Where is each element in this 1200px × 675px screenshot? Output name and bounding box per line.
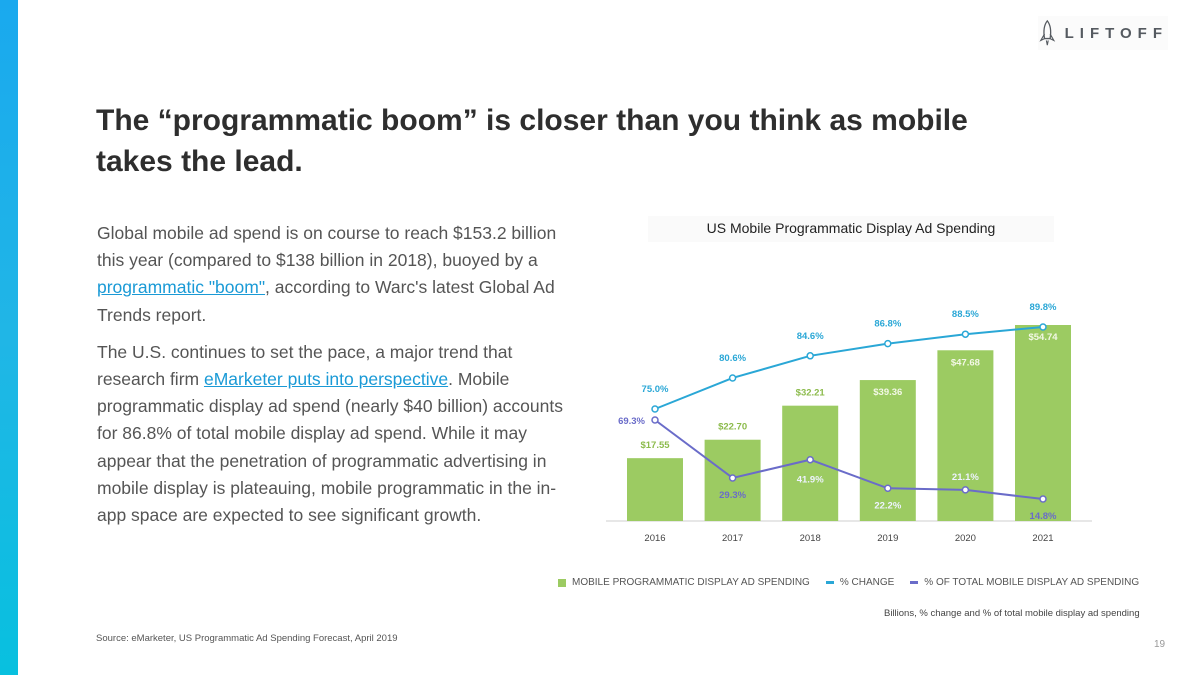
- share-line: [654, 419, 1044, 500]
- legend-swatch-share: [910, 581, 919, 584]
- share-label-2021: 14.8%: [1030, 511, 1057, 522]
- x-tick-2017: 2017: [722, 533, 743, 544]
- x-tick-2016: 2016: [644, 533, 665, 544]
- bar-label-2017: $22.70: [718, 422, 747, 433]
- page-number: 19: [1154, 639, 1166, 650]
- legend-label-share: % OF TOTAL MOBILE DISPLAY AD SPENDING: [924, 577, 1140, 588]
- paragraph-2: The U.S. continues to set the pace, a ma…: [97, 339, 572, 529]
- body-text: Global mobile ad spend is on course to r…: [97, 220, 572, 539]
- legend-item-change: % CHANGE: [825, 577, 895, 588]
- change-label-2020: 88.5%: [952, 309, 979, 320]
- share-point-2020: [961, 486, 970, 494]
- share-label-2016: 69.3%: [618, 416, 645, 427]
- share-label-2019: 22.2%: [874, 500, 901, 511]
- bar-2019: [859, 380, 916, 521]
- bar-label-2020: $47.68: [951, 357, 980, 368]
- bar-2020: [937, 350, 994, 521]
- bar-label-2016: $17.55: [640, 440, 670, 451]
- change-point-2018: [806, 352, 814, 360]
- emarketer-link[interactable]: eMarketer puts into perspective: [203, 369, 449, 390]
- x-tick-2019: 2019: [877, 533, 898, 544]
- chart-title: US Mobile Programmatic Display Ad Spendi…: [648, 216, 1054, 242]
- change-line: [654, 326, 1044, 410]
- liftoff-logo: LIFTOFF: [1038, 16, 1168, 50]
- change-label-2017: 80.6%: [719, 353, 746, 364]
- share-label-2020: 21.1%: [952, 472, 979, 483]
- legend-swatch-spending: [558, 578, 566, 587]
- chart-legend: MOBILE PROGRAMMATIC DISPLAY AD SPENDING …: [558, 577, 1139, 588]
- chart-note: Billions, % change and % of total mobile…: [884, 608, 1140, 619]
- bar-label-2019: $39.36: [873, 387, 902, 398]
- p2-text-end: . Mobile programmatic display ad spend (…: [97, 369, 563, 526]
- x-tick-2021: 2021: [1032, 533, 1053, 544]
- share-point-2016: [651, 416, 659, 424]
- change-label-2016: 75.0%: [642, 384, 669, 395]
- bar-label-2018: $32.21: [796, 388, 826, 399]
- brand-name: LIFTOFF: [1064, 24, 1168, 42]
- programmatic-boom-link[interactable]: programmatic "boom": [97, 277, 266, 298]
- change-point-2017: [728, 374, 737, 382]
- page-title: The “programmatic boom” is closer than y…: [96, 104, 968, 178]
- change-label-2021: 89.8%: [1030, 302, 1057, 313]
- legend-swatch-change: [825, 581, 834, 584]
- legend-item-spending: MOBILE PROGRAMMATIC DISPLAY AD SPENDING: [558, 577, 810, 588]
- bar-label-2021: $54.74: [1028, 332, 1058, 343]
- change-label-2019: 86.8%: [874, 319, 901, 330]
- x-tick-2018: 2018: [800, 533, 821, 544]
- accent-bar: [0, 0, 18, 675]
- bar-2016: [627, 458, 683, 521]
- change-point-2020: [961, 330, 970, 338]
- paragraph-1: Global mobile ad spend is on course to r…: [97, 220, 572, 329]
- share-label-2017: 29.3%: [719, 490, 746, 501]
- share-point-2021: [1039, 495, 1047, 503]
- p2-text: The U.S. continues to set the pace, a ma…: [97, 341, 513, 390]
- p1-text-end: , according to Warc's latest Global Ad T…: [97, 277, 555, 325]
- change-label-2018: 84.6%: [797, 331, 824, 342]
- p1-text: Global mobile ad spend is on course to r…: [97, 223, 557, 271]
- share-point-2018: [806, 455, 814, 464]
- legend-item-share: % OF TOTAL MOBILE DISPLAY AD SPENDING: [910, 577, 1139, 588]
- change-point-2021: [1039, 323, 1047, 331]
- change-point-2016: [651, 405, 659, 413]
- chart: $17.55 2016 $22.70 2017 $32.21 2018 $39.36 2019…: [606, 302, 1092, 544]
- change-point-2019: [884, 339, 892, 348]
- source-citation: Source: eMarketer, US Programmatic Ad Sp…: [96, 633, 398, 644]
- bar-2021: [1015, 325, 1071, 521]
- legend-label-spending: MOBILE PROGRAMMATIC DISPLAY AD SPENDING: [572, 577, 810, 588]
- legend-label-change: % CHANGE: [839, 577, 895, 588]
- share-label-2018: 41.9%: [797, 475, 824, 486]
- x-tick-2020: 2020: [955, 533, 976, 544]
- share-point-2019: [884, 484, 892, 493]
- rocket-icon: [1039, 19, 1056, 46]
- share-point-2017: [728, 474, 737, 482]
